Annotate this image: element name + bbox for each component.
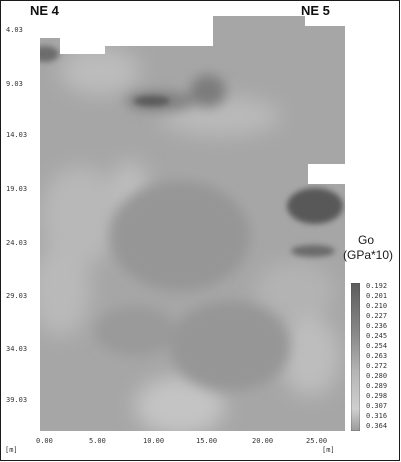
blank-region — [305, 16, 345, 26]
legend-value: 0.201 — [366, 292, 388, 300]
y-tick: 14.03 — [6, 131, 28, 139]
light-zone — [40, 166, 120, 266]
legend-unit: (GPa*10) — [342, 248, 394, 262]
light-zone — [40, 246, 90, 336]
dark-zone — [170, 301, 290, 391]
core-low — [291, 245, 335, 257]
core-low — [287, 188, 343, 224]
tomography-heatmap — [40, 16, 345, 431]
x-tick: 20.00 — [252, 437, 274, 445]
legend-value: 0.245 — [366, 332, 388, 340]
legend-value: 0.316 — [366, 412, 388, 420]
legend-value: 0.263 — [366, 352, 388, 360]
legend-colorbar — [351, 283, 360, 431]
legend-value: 0.272 — [366, 362, 388, 370]
dark-zone — [110, 181, 250, 291]
blank-region — [60, 16, 105, 54]
x-unit: [m] — [322, 446, 335, 454]
blank-region — [105, 16, 213, 46]
core-low — [40, 46, 59, 62]
legend-value: 0.236 — [366, 322, 388, 330]
legend-value: 0.192 — [366, 282, 388, 290]
legend-value: 0.280 — [366, 372, 388, 380]
light-zone — [60, 47, 140, 95]
core-low — [134, 96, 170, 106]
y-unit: [m] — [5, 446, 18, 454]
x-tick: 10.00 — [143, 437, 165, 445]
y-tick: 29.03 — [6, 292, 28, 300]
legend-value: 0.210 — [366, 302, 388, 310]
light-zone — [135, 376, 225, 431]
label-ne4: NE 4 — [30, 3, 59, 18]
legend-title: Go — [357, 233, 374, 247]
y-tick: 9.03 — [6, 80, 23, 88]
legend-value: 0.307 — [366, 402, 388, 410]
label-ne5: NE 5 — [301, 3, 330, 18]
legend-value: 0.227 — [366, 312, 388, 320]
x-tick: 15.00 — [196, 437, 218, 445]
y-tick: 39.03 — [6, 396, 28, 404]
y-tick: 4.03 — [6, 26, 23, 34]
dark-zone — [190, 75, 226, 107]
y-tick: 34.03 — [6, 345, 28, 353]
legend-value: 0.254 — [366, 342, 388, 350]
legend-value: 0.289 — [366, 382, 388, 390]
legend-gradient — [351, 283, 360, 431]
blank-region — [308, 164, 345, 184]
heatmap-light-zones — [40, 47, 340, 431]
legend-value: 0.298 — [366, 392, 388, 400]
light-zone — [255, 261, 335, 321]
dark-zone — [95, 306, 175, 356]
y-tick: 19.03 — [6, 185, 28, 193]
x-tick: 25.00 — [306, 437, 328, 445]
heatmap-dark-zones — [95, 75, 290, 391]
x-tick: 0.00 — [36, 437, 53, 445]
y-tick: 24.03 — [6, 239, 28, 247]
blank-region — [40, 16, 60, 38]
legend-value: 0.364 — [366, 422, 388, 430]
x-tick: 5.00 — [89, 437, 106, 445]
light-zone — [280, 316, 340, 396]
heatmap-core-lows — [40, 46, 343, 257]
